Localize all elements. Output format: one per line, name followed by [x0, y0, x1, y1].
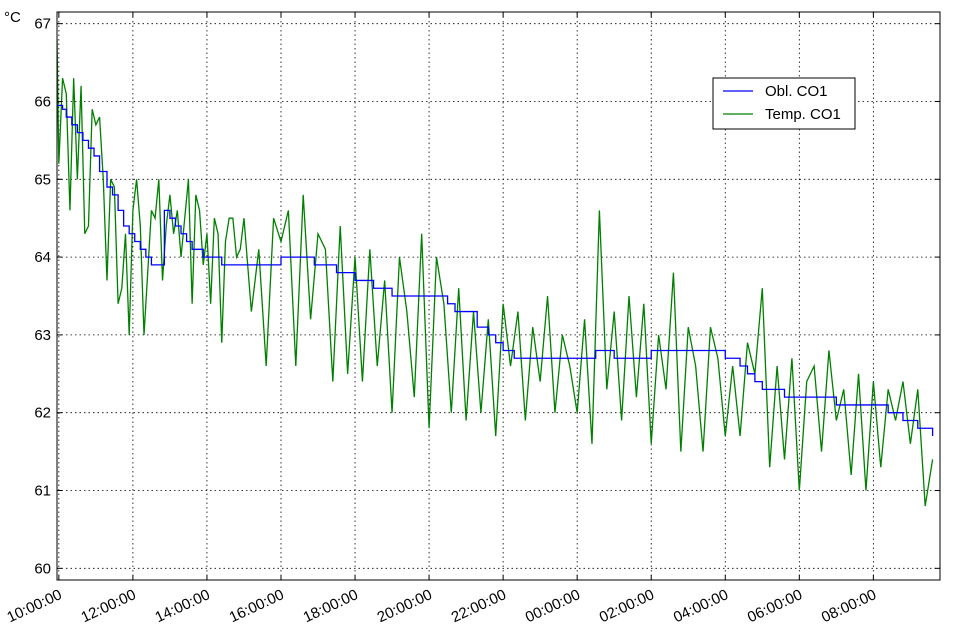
legend: Obl. CO1 Temp. CO1	[713, 78, 855, 129]
y-tick-label: 62	[34, 405, 51, 422]
y-tick-label: 66	[34, 93, 51, 110]
y-tick-label: 63	[34, 327, 51, 344]
y-tick-label: 60	[34, 560, 51, 577]
y-tick-label: 61	[34, 483, 51, 500]
legend-label-temp: Temp. CO1	[765, 106, 841, 123]
y-tick-label: 67	[34, 16, 51, 33]
legend-label-obl: Obl. CO1	[765, 83, 828, 100]
y-tick-label: 65	[34, 171, 51, 188]
y-unit-label: °C	[4, 9, 21, 26]
y-tick-label: 64	[34, 249, 51, 266]
